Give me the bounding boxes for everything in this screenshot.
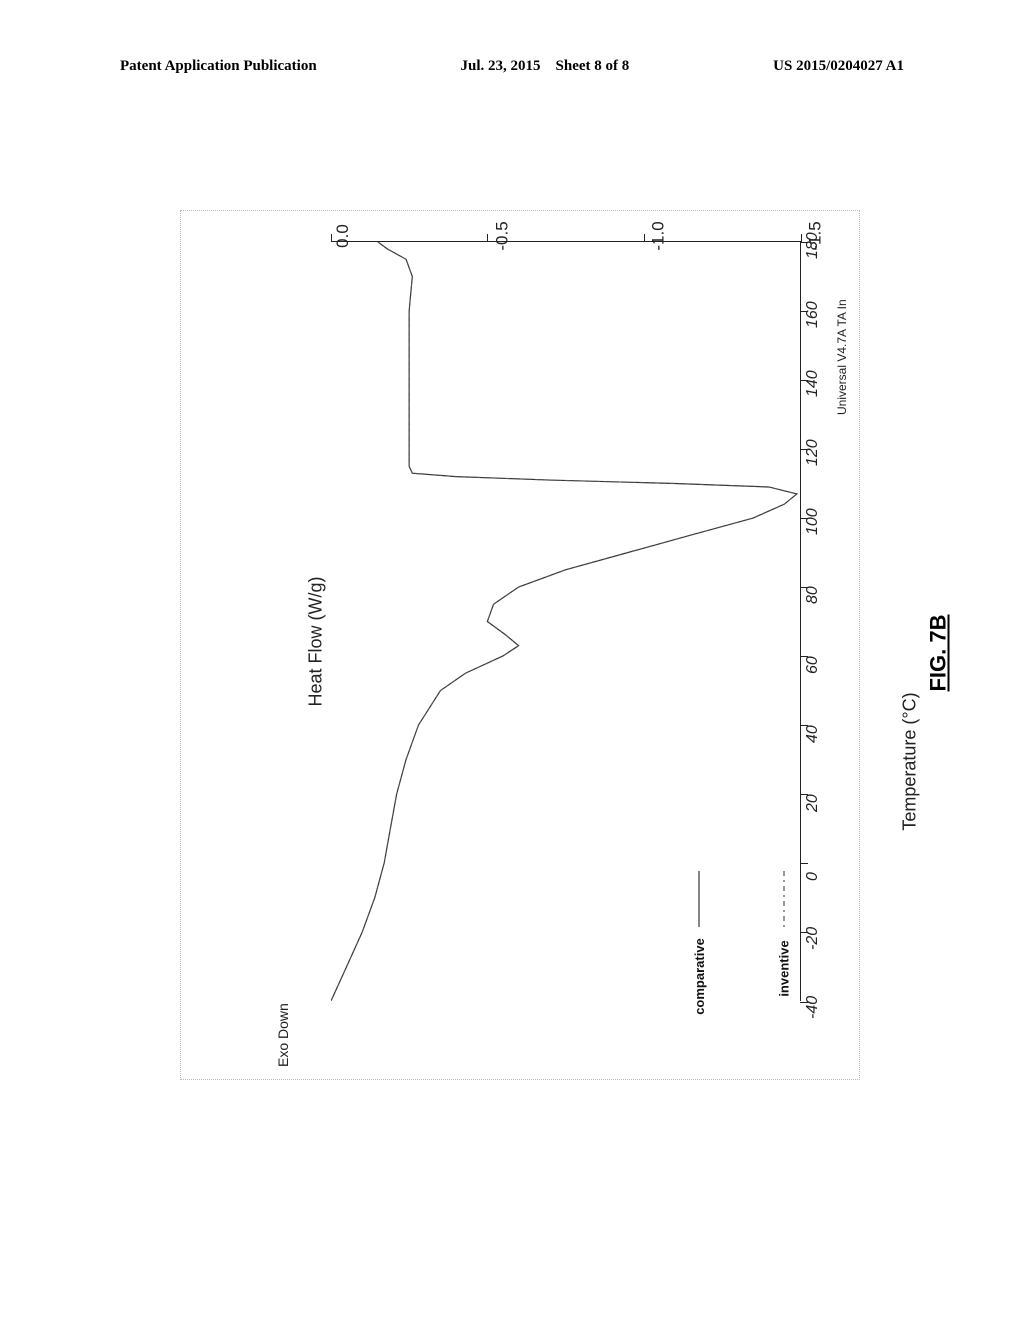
xtick [644, 234, 645, 242]
y-axis-label: Temperature (°C) [900, 692, 921, 830]
ytick-label: -40 [804, 996, 822, 1019]
legend-label-inventive: inventive [776, 940, 791, 996]
ytick-label: 160 [804, 301, 822, 328]
xtick-label: -0.5 [492, 221, 496, 250]
legend-swatch-comparative [696, 871, 702, 927]
ytick-label: 20 [804, 794, 822, 812]
software-credit: Universal V4.7A TA In [835, 299, 849, 415]
ytick-label: 80 [804, 587, 822, 605]
header-pubno: US 2015/0204027 A1 [773, 58, 904, 75]
header-date: Jul. 23, 2015 [461, 58, 541, 74]
header-left: Patent Application Publication [120, 58, 317, 75]
xtick [487, 234, 488, 242]
xtick-label: -1.0 [649, 221, 653, 250]
header-sheet: Sheet 8 of 8 [556, 58, 630, 74]
legend-entry-inventive: inventive [756, 871, 812, 984]
legend-entry-comparative: comparative [661, 871, 738, 984]
legend: comparative inventive [661, 871, 812, 984]
ytick-label: 40 [804, 725, 822, 743]
exo-down-label: Exo Down [275, 1003, 291, 1067]
ytick-label: 140 [804, 370, 822, 397]
page-header: Patent Application Publication Jul. 23, … [0, 58, 1024, 75]
figure-container: -40-20020406080100120140160180 -1.5-1.0-… [180, 210, 860, 1080]
xtick-label: -1.5 [806, 221, 810, 250]
x-axis-label: Heat Flow (W/g) [306, 576, 327, 706]
legend-label-comparative: comparative [692, 938, 707, 1015]
xtick [331, 234, 332, 242]
ytick-label: 100 [804, 509, 822, 536]
xtick [801, 234, 802, 242]
ytick-label: 120 [804, 440, 822, 467]
xtick-label: 0.0 [333, 224, 337, 248]
ytick-label: 60 [804, 656, 822, 674]
header-center: Jul. 23, 2015 Sheet 8 of 8 [461, 58, 630, 75]
legend-swatch-inventive [781, 871, 787, 927]
ytick [800, 863, 808, 864]
figure-caption: FIG. 7B [926, 614, 952, 691]
